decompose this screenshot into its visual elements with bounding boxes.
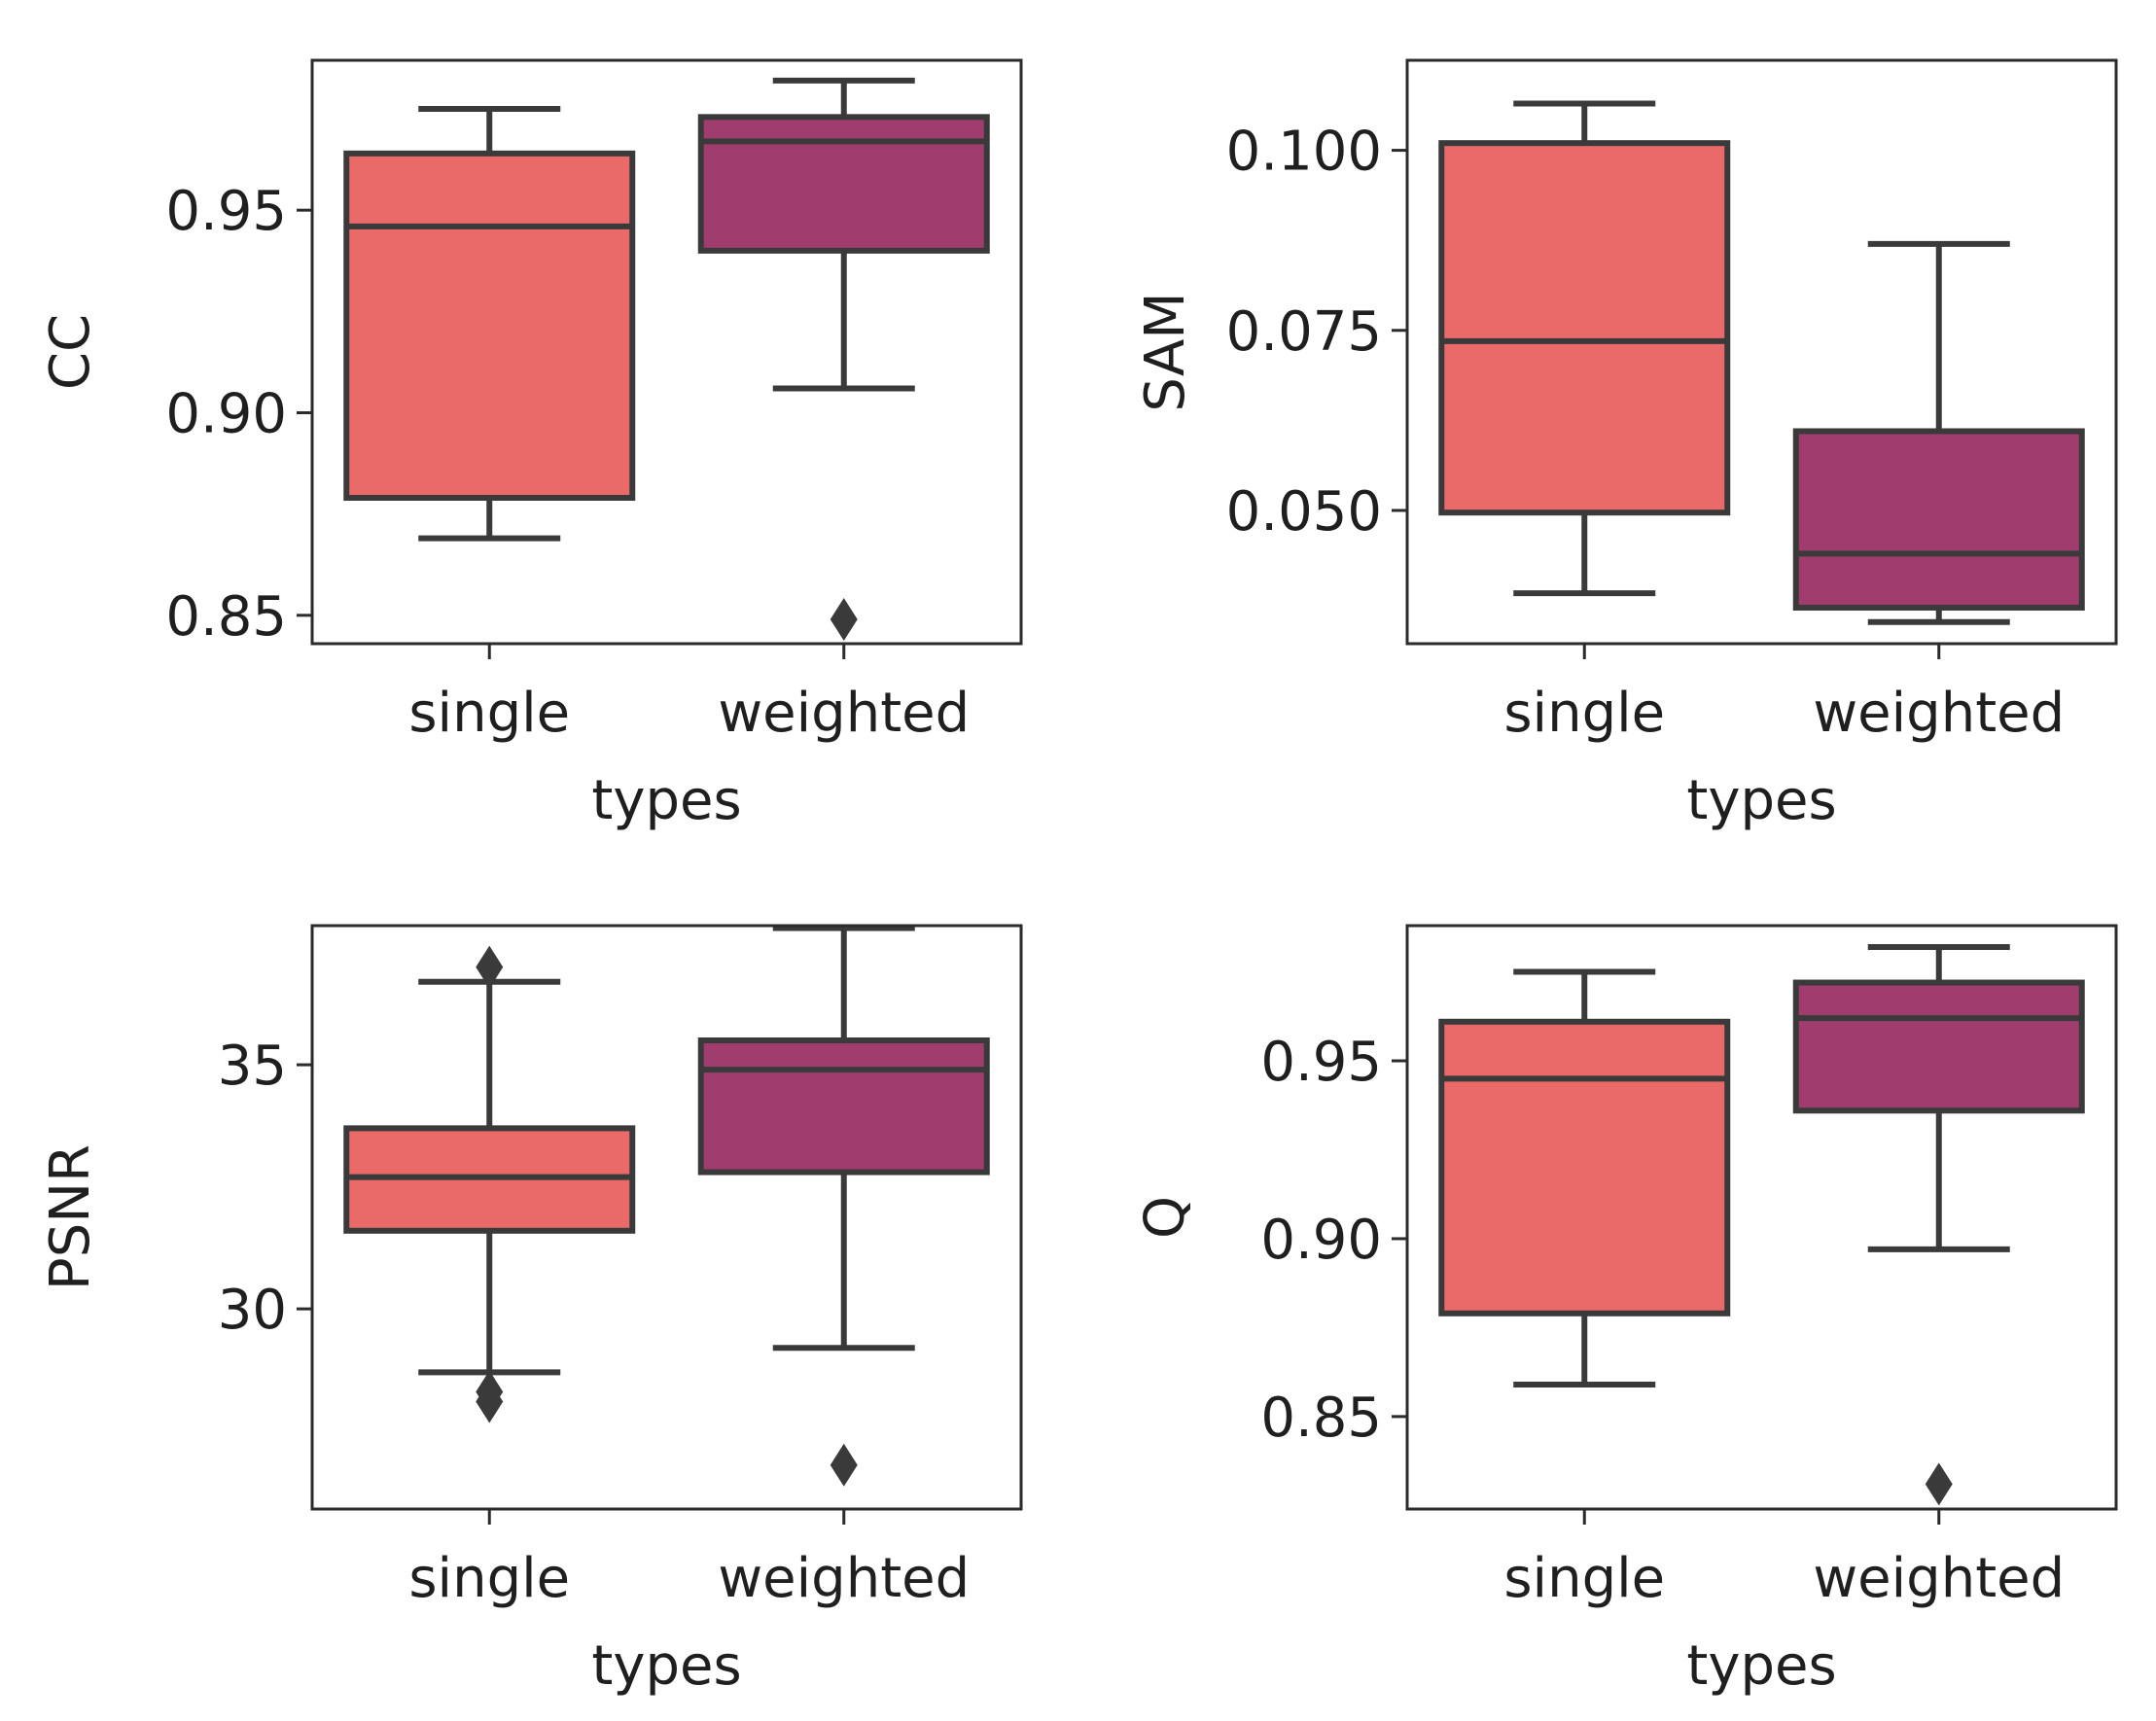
x-tick-label: single bbox=[1503, 1547, 1665, 1610]
outlier-marker-single-0 bbox=[476, 945, 504, 989]
y-axis-label: CC bbox=[39, 314, 102, 390]
outlier-marker-weighted-0 bbox=[830, 598, 858, 641]
box-weighted bbox=[1792, 979, 2085, 1114]
y-axis-label: Q bbox=[1134, 1196, 1197, 1239]
box-single bbox=[1438, 140, 1731, 516]
x-tick-label: single bbox=[1503, 682, 1665, 745]
y-tick-label: 0.85 bbox=[1260, 1387, 1382, 1450]
x-tick-label: single bbox=[408, 1547, 570, 1610]
box-single bbox=[343, 150, 636, 501]
x-tick-label: weighted bbox=[1813, 682, 2065, 745]
chart-sam: 0.050 0.075 0.100 single weighted types SAM bbox=[1134, 58, 2118, 832]
x-axis-label: types bbox=[1686, 1634, 1836, 1698]
y-axis-label: SAM bbox=[1134, 292, 1197, 411]
y-tick-label: 0.85 bbox=[165, 585, 287, 649]
box-weighted bbox=[697, 114, 990, 254]
outlier-marker-weighted-0 bbox=[1925, 1462, 1953, 1506]
plot-frame bbox=[1405, 924, 2118, 1511]
y-tick-label: 0.100 bbox=[1226, 121, 1382, 184]
y-axis-label: PSNR bbox=[39, 1144, 102, 1290]
y-tick-label: 0.075 bbox=[1226, 300, 1382, 364]
x-tick-label: weighted bbox=[718, 1547, 970, 1610]
plot-frame bbox=[310, 58, 1023, 646]
x-tick-label: weighted bbox=[1813, 1547, 2065, 1610]
chart-cc: 0.85 0.90 0.95 single weighted types CC bbox=[39, 58, 1023, 832]
x-axis-label: types bbox=[591, 769, 741, 832]
box-single bbox=[1438, 1018, 1731, 1317]
box-weighted bbox=[1792, 428, 2085, 611]
y-tick-label: 0.95 bbox=[1260, 1031, 1382, 1094]
chart-psnr: 30 35 single weighted types PSNR bbox=[39, 924, 1023, 1698]
y-tick-label: 35 bbox=[218, 1035, 287, 1098]
plot-frame bbox=[1405, 58, 2118, 646]
outlier-marker-weighted-0 bbox=[830, 1443, 858, 1487]
plot-frame bbox=[310, 924, 1023, 1511]
y-tick-label: 0.95 bbox=[165, 180, 287, 243]
y-tick-label: 0.90 bbox=[1260, 1209, 1382, 1272]
x-tick-label: weighted bbox=[718, 682, 970, 745]
outlier-marker-single-2 bbox=[476, 1380, 504, 1423]
x-axis-label: types bbox=[1686, 769, 1836, 832]
y-tick-label: 0.90 bbox=[165, 383, 287, 446]
y-tick-label: 30 bbox=[218, 1279, 287, 1342]
x-tick-label: single bbox=[408, 682, 570, 745]
box-weighted bbox=[697, 1036, 990, 1176]
y-tick-label: 0.050 bbox=[1226, 480, 1382, 544]
x-axis-label: types bbox=[591, 1634, 741, 1698]
chart-q: 0.85 0.90 0.95 single weighted types Q bbox=[1134, 924, 2118, 1698]
